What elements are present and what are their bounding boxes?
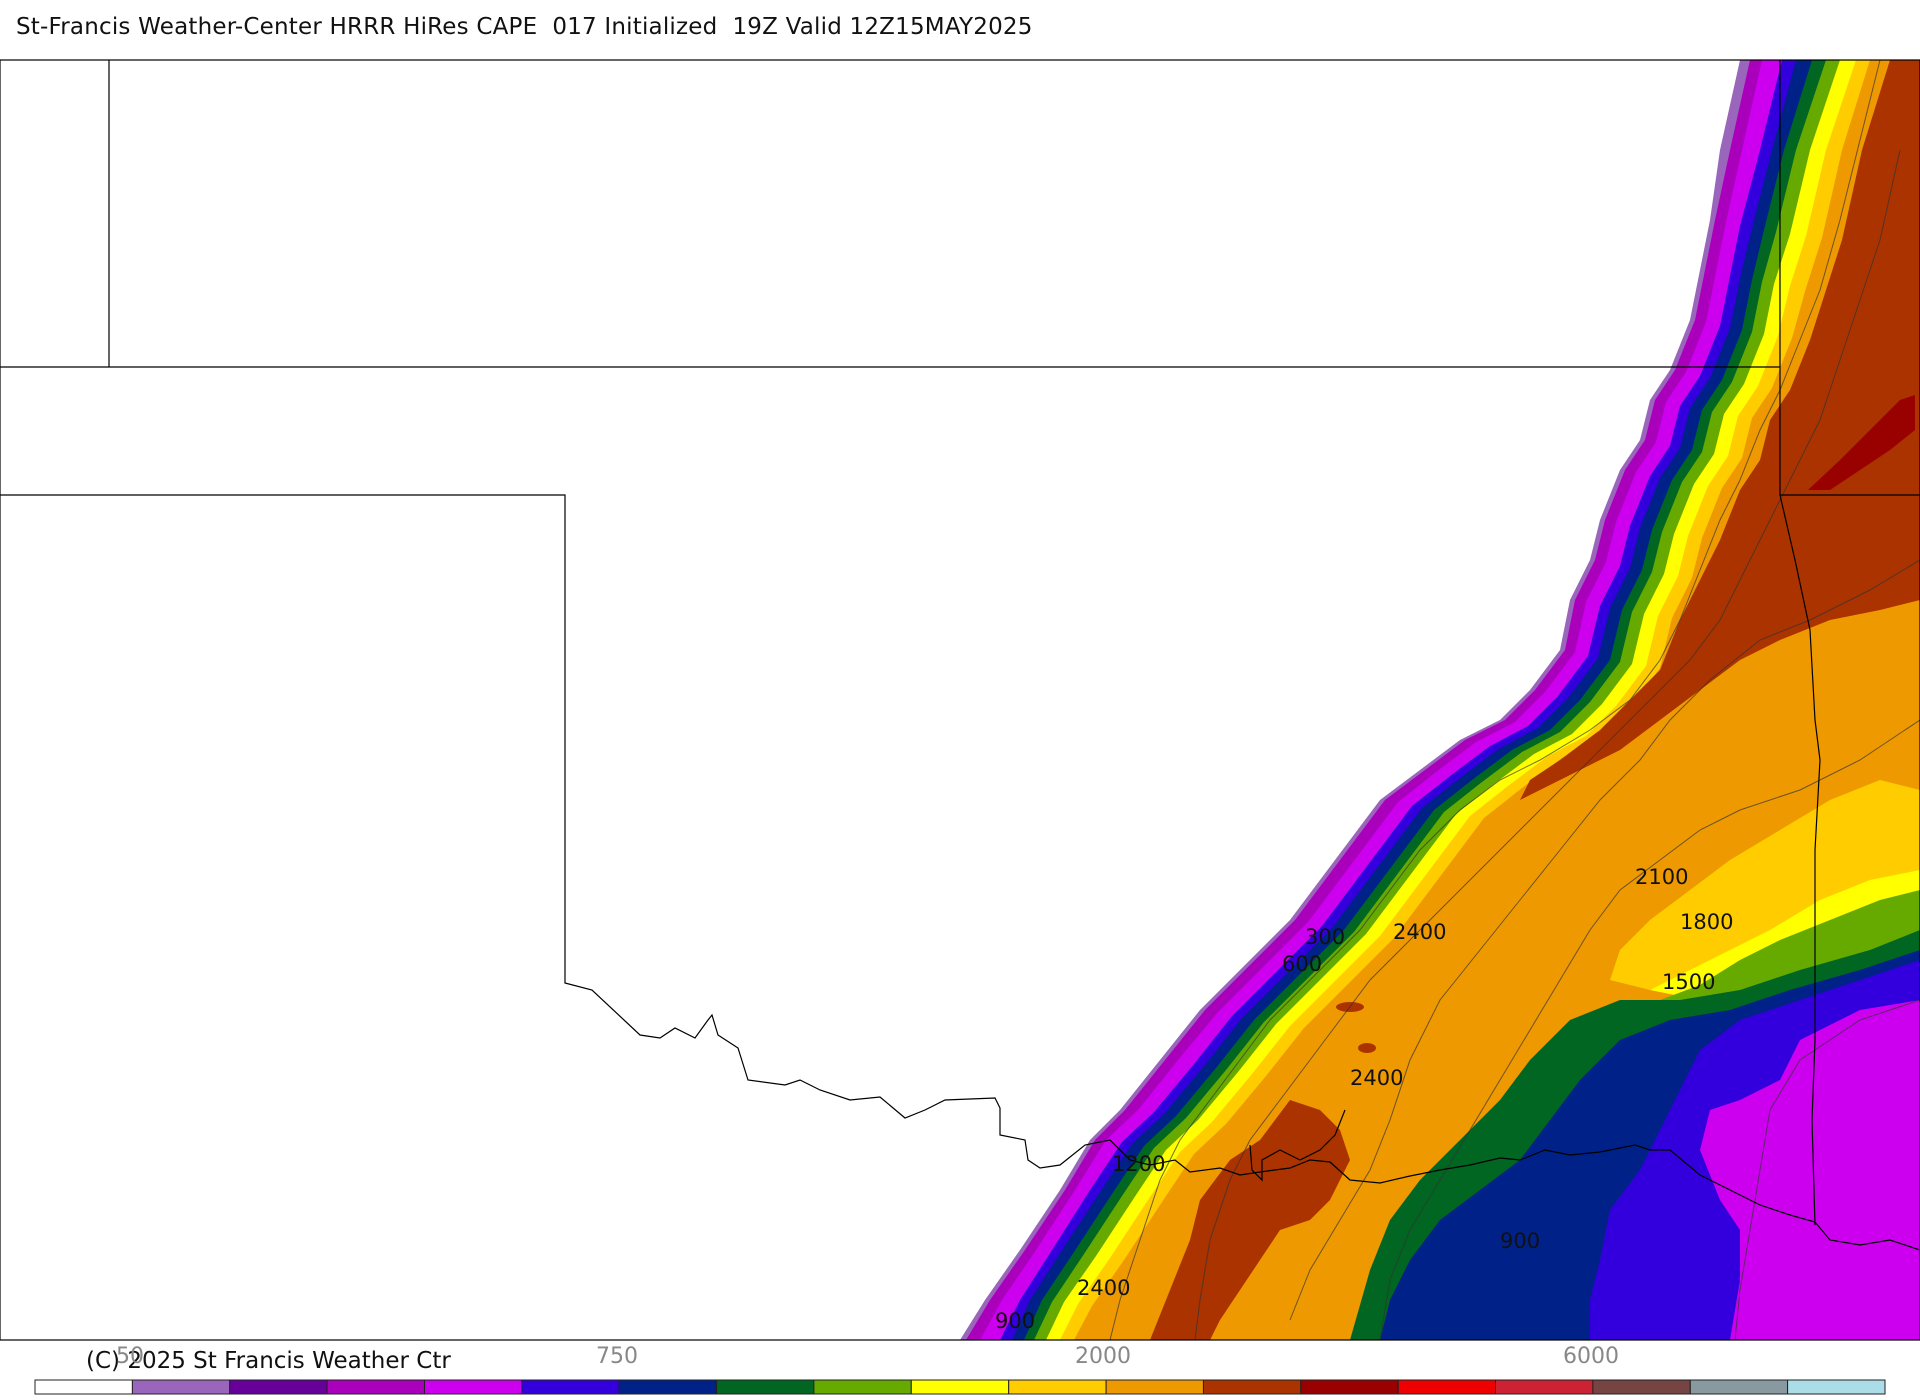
state-boundaries xyxy=(0,59,1920,1341)
cape-contours xyxy=(1109,59,1920,1341)
contour-label-2100: 2100 xyxy=(1635,865,1688,889)
contour-label-2400-b: 2400 xyxy=(1350,1066,1403,1090)
band-darkred-northeast xyxy=(1808,395,1915,490)
contour-label-900-a: 900 xyxy=(995,1309,1035,1333)
colorbar-swatch xyxy=(618,1379,718,1395)
band-gold-east xyxy=(1610,780,1920,990)
colorbar-swatch xyxy=(1787,1379,1886,1395)
colorbar-swatch xyxy=(1300,1379,1399,1395)
colorbar-swatch xyxy=(1592,1379,1691,1395)
colorbar-label-2000: 2000 xyxy=(1075,1344,1131,1369)
colorbar-swatch xyxy=(1202,1379,1302,1395)
colorbar xyxy=(34,1379,1886,1395)
contour-labels: 300 600 2400 2100 1800 1500 2400 1200 90… xyxy=(995,865,1733,1333)
colorbar-swatch xyxy=(1105,1379,1204,1395)
band-magenta-south xyxy=(1700,1000,1920,1340)
colorbar-swatch xyxy=(1397,1379,1497,1395)
contour-label-2400-a: 2400 xyxy=(1393,920,1446,944)
band-green-east xyxy=(1660,890,1920,1010)
colorbar-swatch xyxy=(229,1379,328,1395)
colorbar-label-750: 750 xyxy=(596,1344,638,1369)
band-rust-pocket-2 xyxy=(1358,1043,1376,1053)
contour-label-1800: 1800 xyxy=(1680,910,1733,934)
colorbar-swatch xyxy=(716,1379,815,1395)
map-title: St-Francis Weather-Center HRRR HiRes CAP… xyxy=(16,14,1033,40)
contour-label-600: 600 xyxy=(1282,952,1322,976)
contour-label-1200: 1200 xyxy=(1112,1152,1165,1176)
copyright-text: (C) 2025 St Francis Weather Ctr xyxy=(86,1348,451,1374)
contour-label-1500: 1500 xyxy=(1662,970,1715,994)
colorbar-swatch xyxy=(521,1379,620,1395)
colorbar-swatch xyxy=(424,1379,523,1395)
colorbar-swatch xyxy=(34,1379,133,1395)
colorbar-label-50: 50 xyxy=(116,1344,144,1369)
contour-label-2400-c: 2400 xyxy=(1077,1276,1130,1300)
colorbar-label-6000: 6000 xyxy=(1563,1344,1619,1369)
colorbar-swatch xyxy=(1008,1379,1107,1395)
colorbar-swatch xyxy=(326,1379,426,1395)
contour-label-900-b: 900 xyxy=(1500,1229,1540,1253)
colorbar-swatch xyxy=(1689,1379,1789,1395)
colorbar-swatch xyxy=(131,1379,231,1395)
colorbar-swatch xyxy=(1495,1379,1594,1395)
contour-label-300: 300 xyxy=(1305,925,1345,949)
colorbar-swatch xyxy=(813,1379,912,1395)
band-yellow-east xyxy=(1650,870,1920,1000)
colorbar-swatch xyxy=(910,1379,1010,1395)
